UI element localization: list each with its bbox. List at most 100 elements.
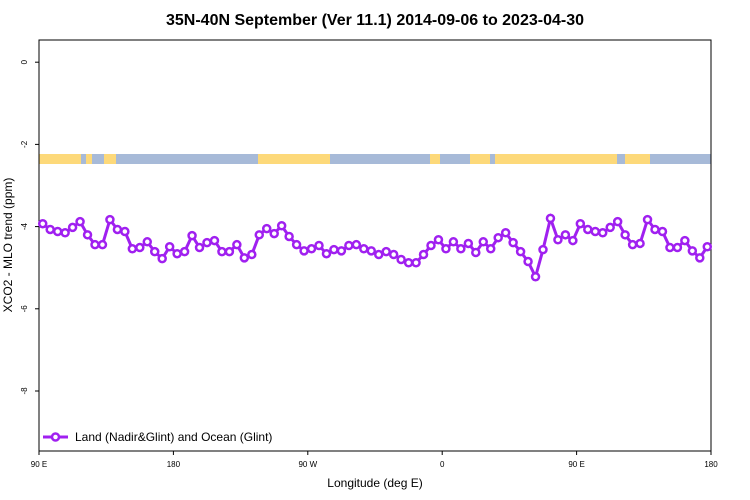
x-tick-label: 90 W (298, 460, 317, 469)
data-point (620, 230, 630, 240)
data-point (224, 246, 235, 257)
data-point (254, 230, 265, 240)
data-point (194, 242, 205, 253)
data-point (418, 249, 429, 260)
y-tick-label: -6 (20, 305, 29, 313)
data-point (463, 238, 474, 249)
data-point (665, 242, 675, 253)
data-point (90, 239, 100, 250)
data-point (164, 241, 175, 252)
data-point (456, 244, 466, 254)
y-tick-label: -4 (20, 222, 29, 230)
data-point (508, 237, 518, 248)
data-point (75, 216, 85, 227)
data-point (82, 230, 93, 240)
y-tick-label: -8 (20, 387, 29, 395)
data-point (403, 258, 414, 268)
data-point (388, 249, 399, 260)
data-point (560, 230, 571, 240)
data-point (284, 231, 294, 242)
data-point (373, 249, 384, 260)
data-point (672, 242, 683, 253)
data-point (306, 244, 317, 254)
data-point (485, 244, 496, 254)
data-point (553, 234, 563, 245)
data-point (105, 214, 115, 225)
data-point (627, 239, 638, 250)
legend-marker (50, 432, 61, 442)
data-point (605, 222, 615, 233)
data-point (209, 235, 220, 246)
data-point (359, 244, 369, 254)
x-axis-label: Longitude (deg E) (327, 476, 422, 490)
data-point (523, 256, 533, 267)
data-point (695, 253, 705, 263)
x-tick-label: 90 E (31, 460, 47, 469)
data-point (433, 234, 444, 245)
data-point (471, 247, 481, 258)
data-point (657, 226, 668, 237)
data-point (493, 232, 503, 243)
y-tick-label: 0 (20, 59, 29, 64)
data-point (366, 246, 377, 256)
data-point (247, 249, 257, 260)
data-point (269, 228, 279, 239)
data-point (687, 246, 698, 256)
data-point (583, 224, 593, 235)
data-point (381, 246, 391, 257)
data-point (97, 239, 108, 250)
data-point (568, 235, 578, 246)
data-point (239, 253, 250, 263)
data-point (135, 242, 145, 253)
data-point (187, 230, 197, 241)
data-point (60, 228, 70, 238)
data-point (299, 246, 309, 256)
data-point (597, 228, 608, 238)
data-point (530, 271, 541, 282)
data-point (575, 218, 586, 229)
x-tick-label: 180 (704, 460, 718, 469)
data-point (351, 239, 362, 250)
data-point (441, 244, 451, 254)
data-point (702, 241, 713, 252)
data-point (142, 237, 153, 247)
data-point (642, 214, 653, 225)
x-tick-label: 0 (440, 460, 445, 469)
data-point (127, 244, 138, 254)
data-point (329, 244, 339, 255)
x-tick-label: 90 E (568, 460, 584, 469)
data-point (120, 226, 130, 237)
data-point (448, 237, 459, 247)
data-point (202, 237, 212, 248)
chart-title: 35N-40N September (Ver 11.1) 2014-09-06 … (166, 12, 584, 29)
data-point (291, 239, 302, 250)
data-point (37, 218, 48, 229)
data-point (149, 246, 160, 257)
data-point (45, 224, 55, 235)
x-tick-label: 180 (167, 460, 181, 469)
y-tick-label: -2 (20, 140, 29, 148)
data-point (515, 246, 526, 257)
data-point (217, 246, 227, 257)
data-point (545, 213, 556, 224)
land-ocean-strip (39, 154, 711, 164)
data-point (612, 216, 623, 227)
data-point (336, 246, 347, 256)
data-point (52, 226, 63, 237)
data-point (635, 238, 645, 249)
data-point (314, 240, 324, 251)
data-point (344, 240, 354, 251)
data-point (157, 253, 167, 264)
legend-label: Land (Nadir&Glint) and Ocean (Glint) (75, 430, 272, 444)
data-point (276, 221, 287, 231)
data-point (500, 228, 511, 238)
data-point (112, 224, 123, 235)
data-point (396, 254, 406, 265)
data-point (411, 258, 421, 268)
data-point (67, 222, 78, 233)
data-point (179, 246, 190, 257)
data-point (172, 248, 182, 259)
data-point (478, 237, 489, 247)
data-point (232, 239, 242, 250)
